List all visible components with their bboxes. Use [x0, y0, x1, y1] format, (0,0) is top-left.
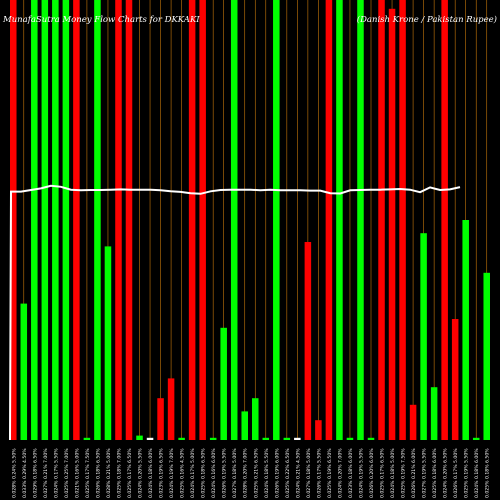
x-tick-label: 0.026% 0.17% 5.00% — [453, 448, 459, 498]
x-tick-label: 0.025% 0.18% 6.00% — [432, 448, 438, 498]
x-tick-label: 0.024% 0.17% 5.50% — [53, 448, 59, 498]
x-tick-label: 0.029% 0.18% 6.50% — [32, 448, 38, 498]
bar-17 — [178, 437, 185, 440]
x-tick-label: 0.024% 0.21% 4.50% — [295, 448, 301, 498]
bar-15 — [157, 398, 164, 440]
x-tick-label: 0.028% 0.21% 5.00% — [106, 448, 112, 498]
bar-25 — [262, 437, 270, 440]
bar-22 — [230, 0, 238, 440]
bar-44 — [462, 220, 469, 440]
x-tick-label: 0.024% 0.17% 5.00% — [190, 448, 196, 498]
bar-19 — [199, 0, 206, 440]
x-tick-label: 0.024% 0.20% 7.00% — [337, 448, 343, 498]
bar-16 — [167, 378, 175, 440]
x-tick-label: 0.024% 0.20% 5.50% — [138, 448, 144, 498]
bar-4 — [41, 0, 49, 440]
bar-21 — [220, 327, 227, 440]
bar-36 — [378, 0, 385, 440]
bar-27 — [283, 437, 291, 440]
x-tick-label: 0.028% 0.20% 7.00% — [243, 448, 249, 498]
bar-39 — [409, 404, 417, 440]
x-tick-label: 0.024% 0.19% 7.00% — [169, 448, 175, 498]
bar-42 — [441, 0, 448, 440]
bar-38 — [399, 0, 406, 440]
price-line — [9, 184, 461, 441]
x-tick-label: 0.026% 0.20% 6.00% — [369, 448, 375, 498]
bar-7 — [73, 0, 80, 440]
x-tick-label: 0.025% 0.21% 6.50% — [253, 448, 259, 498]
bar-32 — [336, 0, 343, 440]
x-tick-label: 0.026% 0.18% 6.50% — [95, 448, 101, 498]
bar-33 — [346, 437, 354, 440]
bar-35 — [367, 437, 375, 440]
x-tick-label: 0.024% 0.16% 6.00% — [211, 448, 217, 498]
chart-title: MunafaSutra Money Flow Charts for DKKAKI — [2, 15, 200, 25]
x-tick-label: 0.025% 0.18% 7.00% — [116, 448, 122, 498]
bar-24 — [251, 398, 259, 440]
bar-46 — [483, 272, 491, 440]
x-tick-label: 0.025% 0.18% 6.50% — [485, 448, 491, 498]
x-tick-label: 0.026% 0.17% 5.50% — [316, 448, 322, 498]
x-tick-label: 0.023% 0.19% 6.50% — [159, 448, 165, 498]
x-tick-label: 0.026% 0.21% 6.00% — [411, 448, 417, 498]
bar-20 — [209, 437, 217, 440]
x-tick-label: 0.025% 0.22% 6.50% — [285, 448, 291, 498]
bar-5 — [52, 0, 59, 440]
bar-28 — [294, 437, 301, 440]
bar-45 — [472, 437, 480, 440]
x-tick-label: 0.028% 0.24% 5.50% — [11, 448, 17, 498]
bar-10 — [104, 246, 112, 440]
x-tick-label: 0.024% 0.18% 6.00% — [148, 448, 154, 498]
bar-31 — [325, 0, 333, 440]
x-tick-label: 0.025% 0.17% 6.50% — [127, 448, 133, 498]
x-tick-label: 0.027% 0.21% 7.00% — [43, 448, 49, 498]
x-tick-label: 0.026% 0.19% 5.50% — [222, 448, 228, 498]
bar-3 — [31, 0, 38, 440]
x-tick-label: 0.033% 0.29% 4.50% — [22, 448, 28, 498]
bars — [9, 0, 491, 441]
bar-29 — [304, 242, 312, 440]
bar-13 — [136, 435, 143, 440]
x-tick-label: 0.027% 0.18% 5.00% — [232, 448, 238, 498]
bar-34 — [357, 0, 364, 440]
x-tick-label: 0.025% 0.16% 4.50% — [180, 448, 186, 498]
x-tick-label: 0.021% 0.16% 5.00% — [74, 448, 80, 498]
bar-14 — [146, 437, 154, 440]
x-tick-label: 0.027% 0.18% 5.00% — [306, 448, 312, 498]
bar-9 — [94, 0, 101, 440]
x-tick-label: 0.025% 0.17% 7.50% — [85, 448, 91, 498]
bar-40 — [420, 233, 427, 440]
bar-6 — [62, 0, 70, 440]
x-tick-label: 0.024% 0.20% 6.50% — [443, 448, 449, 498]
chart-subtitle: (Danish Krone / Pakistan Rupee) — [357, 14, 497, 25]
bar-23 — [241, 411, 249, 440]
x-tick-label: 0.026% 0.19% 6.00% — [274, 448, 280, 498]
bar-26 — [273, 0, 280, 440]
x-tick-label: 0.024% 0.18% 5.50% — [264, 448, 270, 498]
bar-12 — [125, 0, 133, 440]
x-tick-label: 0.025% 0.18% 6.50% — [201, 448, 207, 498]
x-tick-label: 0.025% 0.25% 7.00% — [64, 448, 70, 498]
bar-41 — [430, 387, 438, 440]
bar-30 — [315, 420, 322, 440]
x-tick-label: 0.027% 0.19% 5.50% — [422, 448, 428, 498]
bar-8 — [83, 437, 91, 440]
x-tick-label: 0.025% 0.19% 6.50% — [327, 448, 333, 498]
bar-18 — [188, 0, 196, 440]
x-tick-label: 0.024% 0.18% 6.00% — [474, 448, 480, 498]
bar-11 — [115, 0, 122, 440]
x-tick-label: 0.025% 0.19% 7.50% — [401, 448, 407, 498]
x-tick-label: 0.024% 0.18% 5.00% — [390, 448, 396, 498]
x-tick-label: 0.025% 0.19% 5.50% — [464, 448, 470, 498]
x-tick-label: 0.024% 0.19% 5.50% — [358, 448, 364, 498]
x-tick-labels: 0.028% 0.24% 5.50% 0.033% 0.29% 4.50% 0.02… — [11, 448, 490, 498]
x-tick-label: 0.023% 0.18% 6.00% — [348, 448, 354, 498]
bar-1 — [9, 0, 17, 440]
bar-37 — [388, 8, 396, 441]
bar-2 — [20, 303, 28, 440]
x-tick-label: 0.025% 0.17% 6.50% — [380, 448, 386, 498]
bar-43 — [451, 319, 459, 440]
